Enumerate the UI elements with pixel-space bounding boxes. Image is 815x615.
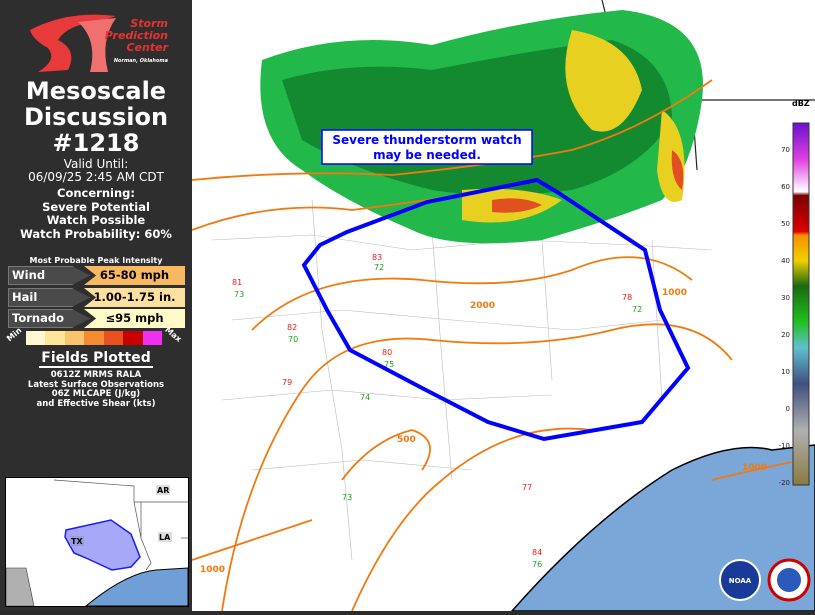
fields-plotted-title: Fields Plotted — [39, 350, 153, 368]
wind-value: 65-80 mph — [84, 266, 185, 285]
scale-segment — [84, 331, 104, 345]
cape-label: 2000 — [470, 301, 495, 311]
cape-label: 500 — [397, 435, 416, 445]
fields-list: 0612Z MRMS RALA Latest Surface Observati… — [0, 370, 192, 409]
wind-label: Wind — [8, 266, 90, 285]
noaa-logo: NOAA — [719, 559, 761, 601]
map-svg: 2000 1000 500 1000 1000 8372817382708075… — [191, 0, 815, 612]
colorbar-tick: -10 — [779, 442, 790, 450]
station-value: 79 — [282, 378, 292, 387]
scale-segment — [103, 331, 124, 345]
scale-segment — [45, 331, 65, 345]
watch-probability: Watch Probability: 60% — [20, 226, 172, 241]
concerning-line2: Watch Possible — [46, 213, 146, 227]
annotation-line2: may be needed. — [373, 148, 481, 162]
hail-value: 1.00-1.75 in. — [84, 288, 185, 307]
colorbar-tick: 50 — [781, 220, 790, 228]
colorbar-tick: 70 — [781, 146, 790, 154]
field-line: and Effective Shear (kts) — [36, 398, 156, 409]
tornado-label: Tornado — [8, 309, 90, 328]
annotation-line1: Severe thunderstorm watch — [332, 133, 521, 147]
station-value: 76 — [532, 560, 542, 569]
station-value: 74 — [360, 393, 370, 402]
colorbar-tick: 0 — [786, 405, 790, 413]
inset-md-area — [64, 519, 141, 571]
station-value: 73 — [342, 493, 352, 502]
peak-intensity-header: Most Probable Peak Intensity — [29, 256, 163, 265]
cape-label: 1000 — [742, 463, 767, 473]
wind-row: 65-80 mph Wind — [8, 266, 185, 285]
main-map: 2000 1000 500 1000 1000 83 72 81 73 82 70 80 75… — [191, 0, 815, 612]
station-value: 75 — [384, 360, 394, 369]
cape-contours — [191, 79, 793, 612]
colorbar-tick: 60 — [781, 183, 790, 191]
logo-text-center: Center — [126, 41, 168, 54]
hail-label: Hail — [8, 288, 90, 307]
logo-text-prediction: Prediction — [104, 29, 168, 42]
county-borders — [211, 199, 713, 561]
svg-text:NOAA: NOAA — [729, 577, 752, 585]
field-line: Latest Surface Observations — [27, 379, 165, 390]
intensity-scale — [26, 331, 162, 345]
md-number: #1218 — [52, 129, 140, 157]
concerning-label: Concerning: — [57, 186, 135, 200]
fields-plotted-header: Fields Plotted — [0, 350, 192, 368]
valid-until: Valid Until: 06/09/25 2:45 AM CDT — [0, 158, 192, 184]
inset-label-la: LA — [159, 533, 171, 542]
scale-min-label: Min — [5, 325, 24, 344]
logo-text-location: Norman, Oklahoma — [113, 58, 168, 64]
cape-label: 1000 — [200, 565, 225, 575]
page-title: Mesoscale Discussion #1218 — [0, 78, 192, 156]
colorbar-title: dBZ — [792, 99, 810, 108]
radar-echoes — [260, 10, 703, 244]
station-value: 78 — [622, 293, 632, 302]
inset-locator-map: AR LA TX — [5, 477, 189, 607]
colorbar-tick: 40 — [781, 257, 790, 265]
tornado-value: ≤95 mph — [84, 309, 185, 328]
valid-label: Valid Until: — [63, 157, 129, 171]
colorbar-tick: 10 — [781, 368, 790, 376]
colorbar-tick: 30 — [781, 294, 790, 302]
hail-row: 1.00-1.75 in. Hail — [8, 288, 185, 307]
concerning-line1: Severe Potential — [42, 199, 150, 214]
logo-text-storm: Storm — [130, 17, 168, 30]
station-value: 84 — [532, 548, 542, 557]
station-value: 72 — [374, 263, 384, 272]
spc-swoosh-logo — [30, 14, 116, 73]
station-value: 83 — [372, 253, 382, 262]
title-line2: Discussion — [23, 103, 169, 131]
inset-label-tx: TX — [71, 537, 83, 546]
cape-label: 1000 — [662, 288, 687, 298]
colorbar-tick: 20 — [781, 331, 790, 339]
colorbar-tick: -20 — [779, 479, 790, 487]
nws-logo — [767, 558, 811, 602]
station-value: 72 — [632, 305, 642, 314]
reflectivity-colorbar — [792, 122, 810, 486]
scale-segment — [123, 331, 143, 345]
annotation-box — [321, 129, 533, 165]
inset-label-ar: AR — [157, 486, 169, 495]
station-value: 82 — [287, 323, 297, 332]
station-value: 81 — [232, 278, 242, 287]
field-line: 0612Z MRMS RALA — [50, 370, 142, 380]
title-line1: Mesoscale — [25, 77, 167, 105]
md-area-polygon — [301, 177, 691, 442]
spc-logo: Storm Prediction Center Norman, Oklahoma — [28, 10, 168, 74]
station-value: 77 — [522, 483, 532, 492]
concerning-block: Concerning: Severe Potential Watch Possi… — [0, 186, 192, 241]
valid-time: 06/09/25 2:45 AM CDT — [28, 170, 164, 184]
tornado-row: ≤95 mph Tornado — [8, 309, 185, 328]
field-line: 06Z MLCAPE (J/kg) — [51, 389, 141, 399]
left-info-panel: Storm Prediction Center Norman, Oklahoma… — [0, 0, 192, 611]
station-value: 73 — [234, 290, 244, 299]
scale-segment — [64, 331, 85, 345]
scale-segment — [142, 331, 162, 345]
station-value: 80 — [382, 348, 392, 357]
inset-map-svg: AR LA TX — [5, 479, 189, 607]
station-value: 70 — [288, 335, 298, 344]
scale-segment — [26, 331, 46, 345]
